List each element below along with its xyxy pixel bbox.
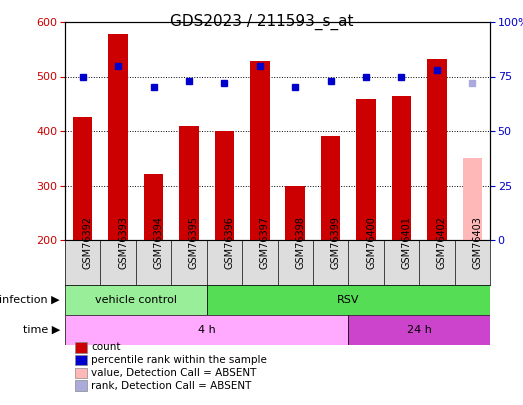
Text: time ▶: time ▶	[22, 325, 60, 335]
Text: GSM76400: GSM76400	[366, 216, 376, 269]
Bar	[65, 285, 207, 315]
Text: GSM76398: GSM76398	[295, 216, 305, 269]
Text: 4 h: 4 h	[198, 325, 215, 335]
Text: GSM76399: GSM76399	[331, 216, 340, 269]
Text: GSM76397: GSM76397	[260, 216, 270, 269]
Bar	[207, 285, 490, 315]
Bar	[392, 96, 411, 240]
Text: infection ▶: infection ▶	[0, 295, 60, 305]
Text: GSM76396: GSM76396	[224, 216, 234, 269]
Bar	[427, 59, 447, 240]
Text: GSM76395: GSM76395	[189, 216, 199, 269]
Text: GDS2023 / 211593_s_at: GDS2023 / 211593_s_at	[170, 14, 353, 30]
Bar	[73, 117, 93, 240]
Bar	[250, 61, 269, 240]
Text: GSM76403: GSM76403	[472, 216, 482, 269]
Text: GSM76401: GSM76401	[402, 216, 412, 269]
Text: GSM76394: GSM76394	[154, 216, 164, 269]
Bar	[462, 158, 482, 240]
Bar	[321, 136, 340, 240]
Text: count: count	[91, 342, 121, 352]
Text: vehicle control: vehicle control	[95, 295, 177, 305]
Text: RSV: RSV	[337, 295, 360, 305]
Text: percentile rank within the sample: percentile rank within the sample	[91, 355, 267, 365]
Bar	[179, 126, 199, 240]
Bar	[348, 315, 490, 345]
Bar	[65, 315, 348, 345]
Bar	[286, 185, 305, 240]
Text: GSM76402: GSM76402	[437, 216, 447, 269]
Text: 24 h: 24 h	[407, 325, 431, 335]
Bar	[214, 131, 234, 240]
Text: GSM76393: GSM76393	[118, 216, 128, 269]
Bar	[356, 99, 376, 240]
Bar	[108, 34, 128, 240]
Text: rank, Detection Call = ABSENT: rank, Detection Call = ABSENT	[91, 381, 252, 390]
Text: GSM76392: GSM76392	[83, 216, 93, 269]
Bar	[144, 173, 163, 240]
Text: value, Detection Call = ABSENT: value, Detection Call = ABSENT	[91, 368, 256, 378]
